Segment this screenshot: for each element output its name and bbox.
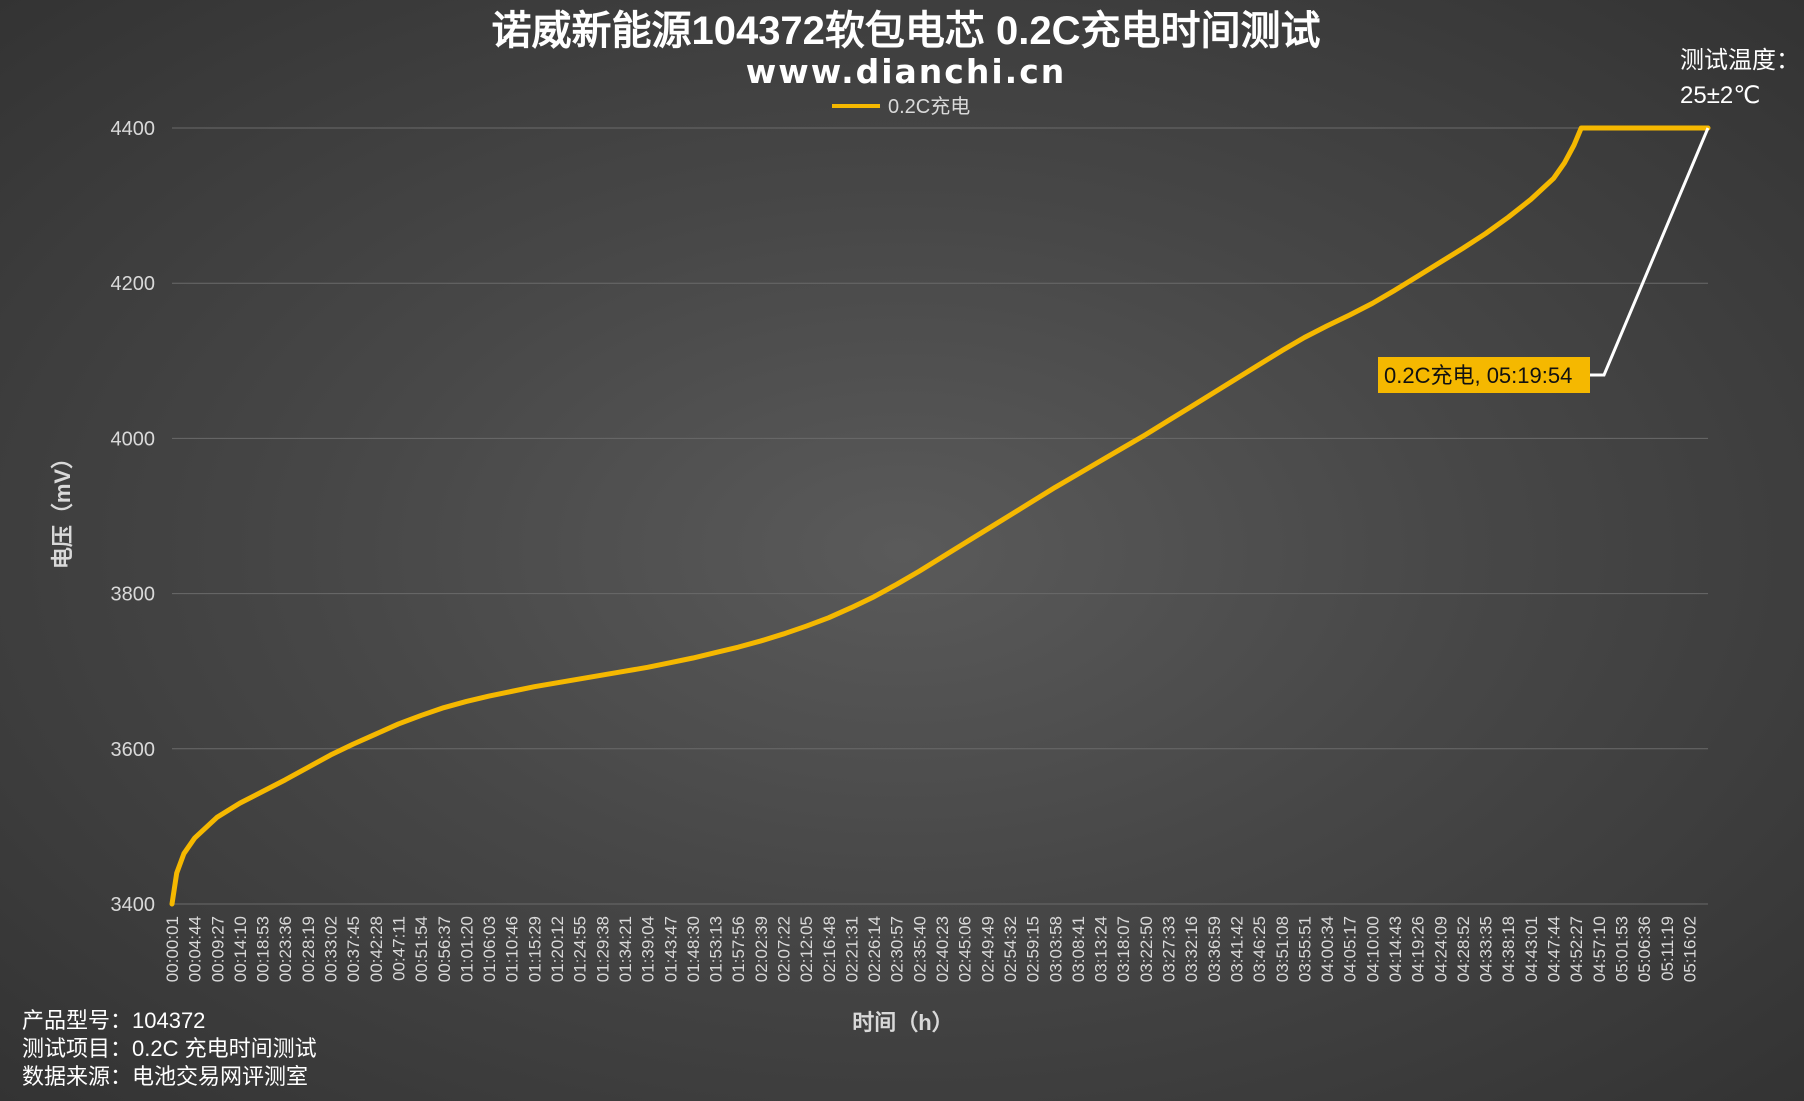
x-tick-label: 02:45:06	[956, 916, 975, 982]
x-tick-label: 00:47:11	[389, 916, 408, 981]
x-tick-label: 00:42:28	[367, 916, 386, 982]
x-tick-label: 00:00:01	[163, 916, 182, 982]
x-tick-label: 00:56:37	[435, 916, 454, 982]
x-tick-label: 04:57:10	[1590, 916, 1609, 982]
x-axis-title: 时间（h）	[852, 1010, 953, 1035]
x-tick-label: 01:29:38	[593, 916, 612, 982]
x-tick-label: 04:24:09	[1431, 916, 1450, 982]
x-tick-label: 01:20:12	[548, 916, 567, 982]
x-tick-label: 04:05:17	[1341, 916, 1360, 982]
x-tick-label: 03:27:33	[1160, 916, 1179, 982]
footnote-test-item: 测试项目：0.2C 充电时间测试	[22, 1036, 317, 1061]
temperature-note-label: 测试温度：	[1680, 47, 1800, 74]
x-tick-label: 03:51:08	[1273, 916, 1292, 982]
temperature-note: 测试温度： 25±2℃	[1680, 47, 1800, 109]
legend: 0.2C充电	[832, 95, 970, 118]
x-tick-label: 03:08:41	[1069, 916, 1088, 982]
y-tick-label: 3400	[111, 894, 156, 916]
x-tick-label: 01:39:04	[639, 916, 658, 982]
gridlines	[172, 127, 1708, 905]
x-tick-label: 01:34:21	[616, 916, 635, 982]
annotation-callout: 0.2C充电, 05:19:54	[1378, 127, 1710, 393]
x-tick-label: 02:16:48	[820, 916, 839, 982]
x-tick-label: 03:13:24	[1092, 916, 1111, 982]
x-tick-label: 03:03:58	[1046, 916, 1065, 982]
chart-subtitle: www.dianchi.cn	[746, 52, 1067, 91]
x-tick-label: 02:35:40	[910, 916, 929, 982]
x-tick-label: 01:01:20	[457, 916, 476, 982]
footnote-product-model: 产品型号：104372	[22, 1008, 205, 1033]
x-tick-label: 04:19:26	[1409, 916, 1428, 982]
x-tick-label: 04:43:01	[1522, 916, 1541, 982]
x-tick-label: 03:46:25	[1250, 916, 1269, 982]
y-tick-label: 4400	[111, 118, 156, 140]
footnotes: 产品型号：104372 测试项目：0.2C 充电时间测试 数据来源：电池交易网评…	[22, 1008, 317, 1089]
annotation-text: 0.2C充电, 05:19:54	[1384, 363, 1572, 388]
x-tick-label: 00:04:44	[186, 916, 205, 982]
y-axis-title: 电压（mV）	[50, 447, 75, 569]
x-tick-label: 02:49:49	[978, 916, 997, 982]
temperature-note-value: 25±2℃	[1680, 82, 1760, 109]
x-tick-label: 05:06:36	[1635, 916, 1654, 982]
y-tick-label: 4200	[111, 273, 156, 295]
legend-label: 0.2C充电	[888, 95, 970, 118]
y-tick-label: 4000	[111, 428, 156, 450]
x-tick-label: 00:51:54	[412, 916, 431, 982]
x-tick-label: 00:09:27	[208, 916, 227, 982]
x-tick-label: 01:10:46	[503, 916, 522, 982]
x-tick-label: 01:57:56	[729, 916, 748, 982]
x-tick-label: 05:16:02	[1680, 916, 1699, 982]
x-tick-label: 01:48:30	[684, 916, 703, 982]
x-tick-label: 04:14:43	[1386, 916, 1405, 982]
x-tick-label: 01:15:29	[525, 916, 544, 982]
x-tick-label: 02:12:05	[797, 916, 816, 982]
x-tick-label: 00:23:36	[276, 916, 295, 982]
x-tick-label: 02:54:32	[1001, 916, 1020, 982]
x-tick-label: 01:53:13	[707, 916, 726, 982]
x-tick-label: 05:01:53	[1612, 916, 1631, 982]
x-tick-label: 04:47:44	[1545, 916, 1564, 982]
x-tick-label: 02:30:57	[888, 916, 907, 982]
x-tick-label: 00:18:53	[254, 916, 273, 982]
x-tick-label: 02:59:15	[1024, 916, 1043, 982]
x-tick-label: 03:18:07	[1114, 916, 1133, 982]
x-tick-label: 00:37:45	[344, 916, 363, 982]
x-tick-label: 02:07:22	[775, 916, 794, 982]
x-tick-label: 02:02:39	[752, 916, 771, 982]
x-tick-label: 04:10:00	[1363, 916, 1382, 982]
x-tick-label: 05:11:19	[1658, 916, 1677, 981]
x-tick-label: 04:38:18	[1499, 916, 1518, 982]
x-tick-label: 03:22:50	[1137, 916, 1156, 982]
x-tick-label: 01:43:47	[661, 916, 680, 982]
x-tick-label: 03:55:51	[1295, 916, 1314, 982]
x-tick-label: 04:52:27	[1567, 916, 1586, 982]
series-line-0.2c-charge	[169, 125, 1711, 907]
x-tick-label: 02:21:31	[842, 916, 861, 982]
x-tick-label: 02:26:14	[865, 916, 884, 982]
x-tick-label: 00:14:10	[231, 916, 250, 982]
x-tick-label: 04:00:34	[1318, 916, 1337, 982]
y-axis-ticks: 3400 3600 3800 4000 4200 4400	[111, 118, 156, 916]
y-tick-label: 3600	[111, 739, 156, 761]
x-tick-label: 03:36:59	[1205, 916, 1224, 982]
chart-title: 诺威新能源104372软包电芯 0.2C充电时间测试	[491, 9, 1320, 53]
y-tick-label: 3800	[111, 584, 156, 606]
x-tick-label: 04:33:35	[1477, 916, 1496, 982]
x-tick-label: 02:40:23	[933, 916, 952, 982]
annotation-leader-line	[1590, 127, 1710, 377]
x-tick-label: 01:24:55	[571, 916, 590, 982]
footnote-data-source: 数据来源：电池交易网评测室	[22, 1064, 308, 1089]
x-tick-label: 00:28:19	[299, 916, 318, 982]
x-tick-label: 01:06:03	[480, 916, 499, 982]
x-tick-label: 00:33:02	[322, 916, 341, 982]
x-axis-ticks: 00:00:01 00:04:44 00:09:27 00:14:10 00:18:53…	[163, 916, 1699, 982]
x-tick-label: 03:32:16	[1182, 916, 1201, 982]
annotation-box	[1378, 357, 1590, 393]
x-tick-label: 03:41:42	[1227, 916, 1246, 982]
x-tick-label: 04:28:52	[1454, 916, 1473, 982]
